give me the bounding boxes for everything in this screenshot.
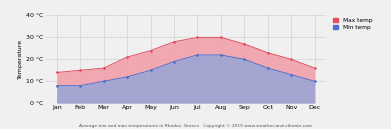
Legend: Max temp, Min temp: Max temp, Min temp — [332, 17, 373, 31]
Text: Average min and max temperatures in Rhodos, Greece   Copyright © 2019 www.weathe: Average min and max temperatures in Rhod… — [79, 124, 312, 128]
Y-axis label: Temperature: Temperature — [18, 39, 23, 79]
